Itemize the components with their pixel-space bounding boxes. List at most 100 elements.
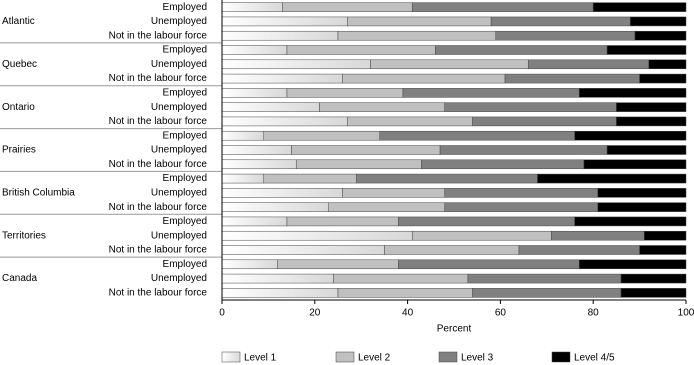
bar-segment: [221, 16, 348, 27]
bar-segment: [221, 73, 343, 84]
bar-segment: [435, 45, 608, 55]
legend-swatch: [551, 351, 571, 363]
legend-label: Level 3: [461, 353, 494, 364]
bar-segment: [444, 102, 617, 112]
bar-segment: [439, 145, 608, 155]
bar-segment: [643, 230, 687, 241]
bar-segment: [282, 2, 413, 12]
bar-segment: [583, 159, 687, 170]
x-tick-label: 80: [588, 308, 600, 319]
legend-label: Level 1: [244, 353, 277, 364]
bar-segment: [411, 230, 552, 241]
bar-segment: [347, 16, 492, 27]
bar-segment: [597, 202, 687, 212]
bar-segment: [606, 45, 687, 55]
bar-segment: [574, 216, 687, 227]
bar-segment: [421, 159, 585, 170]
bar-segment: [356, 173, 538, 184]
row-label: Employed: [163, 173, 207, 184]
bar-segment: [634, 30, 687, 41]
bar-segment: [620, 273, 687, 284]
x-tick-label: 60: [495, 308, 507, 319]
bar-segment: [579, 88, 687, 98]
bar-segment: [537, 173, 687, 184]
group-label: Ontario: [2, 102, 35, 113]
bar-segment: [221, 45, 288, 55]
bar-segment: [379, 130, 575, 141]
x-tick-label: 40: [402, 308, 414, 319]
bar-segment: [616, 116, 687, 127]
bar-segment: [472, 116, 617, 127]
bar-segment: [221, 102, 320, 112]
bar-segment: [398, 216, 575, 227]
group-label: Canada: [2, 273, 37, 284]
group-label: Prairies: [2, 145, 36, 156]
bar-segment: [467, 273, 622, 284]
bar-segment: [504, 73, 640, 84]
legend-label: Level 2: [358, 353, 391, 364]
x-tick-label: 100: [678, 308, 694, 319]
bar-segment: [221, 173, 265, 184]
bar-segment: [606, 145, 687, 155]
bar-segment: [630, 16, 687, 27]
bar-segment: [221, 159, 297, 170]
bar-segment: [328, 202, 445, 212]
bar-segment: [221, 59, 371, 70]
bar-segment: [221, 216, 288, 227]
bar-segment: [527, 59, 650, 70]
bar-segment: [342, 188, 445, 198]
legend-label: Level 4/5: [574, 353, 615, 364]
bar-segment: [221, 145, 292, 155]
bar-segment: [319, 102, 445, 112]
group-label: Quebec: [2, 59, 37, 70]
bar-segment: [263, 173, 357, 184]
row-label: Unemployed: [151, 187, 207, 198]
bar-segment: [518, 245, 640, 255]
bar-segment: [337, 288, 473, 298]
group-label: Territories: [2, 230, 46, 241]
bar-segment: [639, 73, 687, 84]
bar-segment: [551, 230, 645, 241]
bar-segment: [384, 245, 520, 255]
bar-segment: [620, 288, 687, 298]
row-label: Not in the labour force: [109, 287, 208, 298]
bar-segment: [444, 202, 599, 212]
bar-segment: [221, 259, 278, 270]
bar-segment: [333, 273, 469, 284]
row-label: Not in the labour force: [109, 73, 208, 84]
row-label: Not in the labour force: [109, 202, 208, 213]
bar-segment: [221, 273, 334, 284]
row-label: Employed: [163, 2, 207, 13]
bar-segment: [616, 102, 687, 112]
bar-segment: [221, 130, 265, 141]
x-tick-label: 20: [309, 308, 321, 319]
bar-segment: [286, 88, 404, 98]
x-tick-label: 0: [219, 308, 225, 319]
row-label: Employed: [163, 259, 207, 270]
bar-segment: [221, 88, 288, 98]
bar-segment: [221, 30, 339, 41]
bar-segment: [221, 116, 348, 127]
bar-segment: [221, 202, 329, 212]
bar-segment: [495, 30, 636, 41]
bar-segment: [574, 130, 687, 141]
bar-segment: [490, 16, 631, 27]
legend-swatch: [438, 351, 458, 363]
bar-segment: [444, 188, 599, 198]
bar-segment: [277, 259, 399, 270]
bar-segment: [337, 30, 497, 41]
row-label: Not in the labour force: [109, 30, 208, 41]
legend-swatch: [221, 351, 241, 363]
bar-segment: [639, 245, 687, 255]
legend-swatch: [335, 351, 355, 363]
bar-segment: [472, 288, 622, 298]
bar-segment: [370, 59, 529, 70]
bar-segment: [402, 88, 580, 98]
bar-segment: [291, 145, 441, 155]
bar-segment: [221, 188, 343, 198]
group-label: British Columbia: [2, 187, 75, 198]
row-label: Unemployed: [151, 230, 207, 241]
row-label: Not in the labour force: [109, 116, 208, 127]
row-label: Unemployed: [151, 16, 207, 27]
